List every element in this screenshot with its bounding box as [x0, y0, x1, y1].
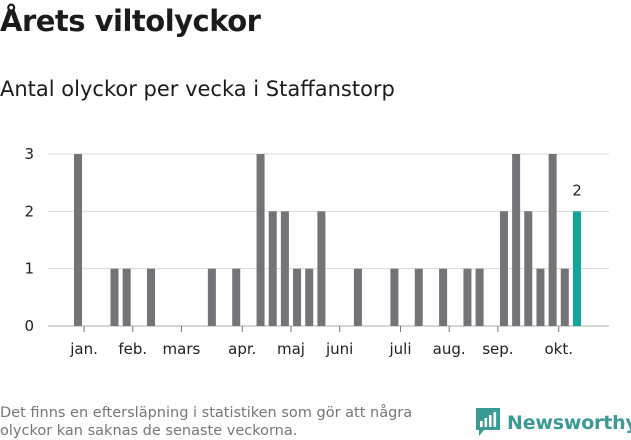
- bar: [317, 211, 326, 326]
- bar: [524, 211, 533, 326]
- footnote: Det finns en eftersläpning i statistiken…: [0, 405, 413, 439]
- brand-logo: Newsworthy: [476, 408, 631, 438]
- chart-subtitle: Antal olyckor per vecka i Staffanstorp: [0, 77, 395, 101]
- y-tick-label: 2: [24, 202, 34, 220]
- bar: [74, 154, 82, 326]
- chart-title: Årets viltolyckor: [0, 4, 261, 38]
- bar: [110, 268, 119, 326]
- x-tick-label: okt.: [544, 340, 573, 358]
- bar: [147, 268, 156, 326]
- x-tick-label: mars: [163, 340, 201, 358]
- bar: [475, 268, 484, 326]
- x-axis-ticks: jan. feb. mars apr. maj juni juli aug. sep. okt.: [69, 326, 573, 358]
- bar: [207, 268, 216, 326]
- bar: [256, 154, 265, 326]
- y-tick-label: 3: [24, 145, 34, 163]
- value-label: 2: [572, 181, 582, 199]
- bar: [414, 268, 423, 326]
- x-tick-label: jan.: [69, 340, 98, 358]
- y-tick-label: 0: [24, 317, 34, 335]
- y-axis-ticks: 0 1 2 3: [24, 145, 34, 335]
- bar: [439, 268, 448, 326]
- bar: [499, 211, 508, 326]
- bar: [536, 268, 545, 326]
- bar: [353, 268, 362, 326]
- x-tick-label: juli: [388, 340, 411, 358]
- bar: [268, 211, 277, 326]
- bar: [390, 268, 399, 326]
- bar: [293, 268, 302, 326]
- x-tick-label: feb.: [118, 340, 147, 358]
- data-labels: 2: [572, 181, 582, 199]
- x-tick-label: juni: [325, 340, 353, 358]
- x-tick-label: sep.: [482, 340, 513, 358]
- bar: [560, 268, 569, 326]
- x-tick-label: maj: [277, 340, 305, 358]
- bar: [280, 211, 289, 326]
- bar-chart: 0 1 2 3 jan. feb. mars apr. maj juni juli aug. sep.…: [24, 145, 609, 358]
- x-tick-label: apr.: [228, 340, 256, 358]
- bar: [548, 154, 557, 326]
- y-tick-label: 1: [24, 260, 34, 278]
- newsworthy-logo-icon: [476, 408, 500, 436]
- bar: [232, 268, 241, 326]
- bar: [305, 268, 314, 326]
- bar: [122, 268, 131, 326]
- bars: [74, 154, 581, 326]
- bar: [512, 154, 521, 326]
- brand-name: Newsworthy: [507, 412, 631, 434]
- bar-highlight: [572, 211, 581, 326]
- bar: [463, 268, 472, 326]
- x-tick-label: aug.: [433, 340, 466, 358]
